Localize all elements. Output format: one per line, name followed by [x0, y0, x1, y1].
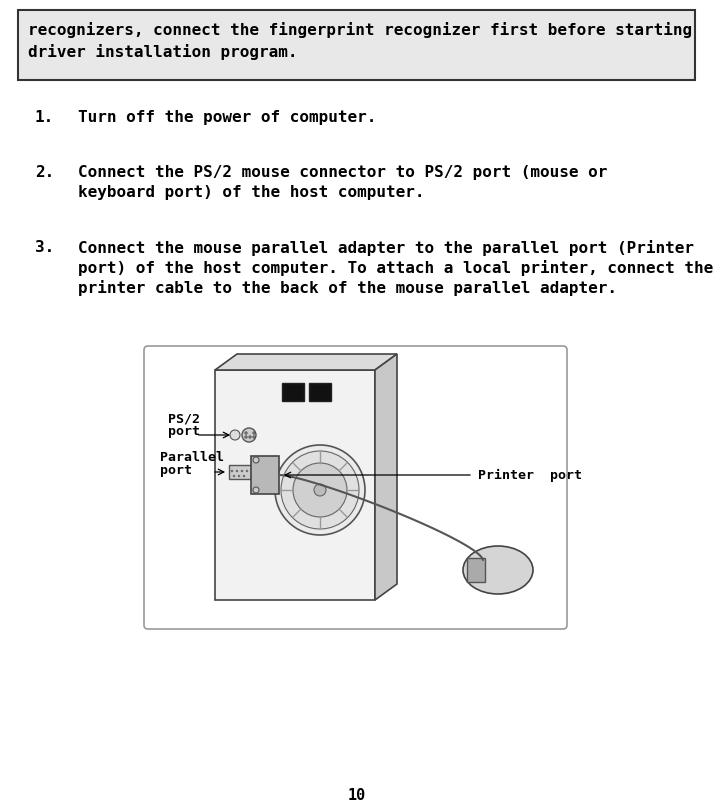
FancyBboxPatch shape	[18, 10, 695, 80]
FancyBboxPatch shape	[229, 465, 251, 479]
Circle shape	[275, 445, 365, 535]
Circle shape	[243, 475, 245, 477]
Text: recognizers, connect the fingerprint recognizer first before starting: recognizers, connect the fingerprint rec…	[28, 22, 692, 38]
Circle shape	[230, 430, 240, 440]
Circle shape	[253, 432, 255, 434]
Text: 10: 10	[347, 787, 366, 803]
Text: 1.: 1.	[35, 110, 54, 125]
Polygon shape	[215, 354, 397, 370]
Text: 2.: 2.	[35, 165, 54, 180]
Circle shape	[249, 436, 251, 438]
Text: keyboard port) of the host computer.: keyboard port) of the host computer.	[78, 185, 424, 200]
Polygon shape	[375, 354, 397, 600]
Circle shape	[231, 470, 233, 472]
Circle shape	[238, 475, 240, 477]
Text: Connect the mouse parallel adapter to the parallel port (Printer: Connect the mouse parallel adapter to th…	[78, 240, 694, 256]
Text: port: port	[168, 425, 200, 438]
FancyBboxPatch shape	[467, 558, 485, 582]
FancyBboxPatch shape	[215, 370, 375, 600]
Circle shape	[233, 475, 235, 477]
FancyBboxPatch shape	[251, 456, 279, 494]
Text: Turn off the power of computer.: Turn off the power of computer.	[78, 110, 376, 125]
Circle shape	[314, 484, 326, 496]
Circle shape	[253, 457, 259, 463]
FancyBboxPatch shape	[309, 383, 331, 401]
Circle shape	[293, 463, 347, 517]
Text: 3.: 3.	[35, 240, 54, 255]
Ellipse shape	[463, 546, 533, 594]
FancyBboxPatch shape	[144, 346, 567, 629]
Text: Connect the PS/2 mouse connector to PS/2 port (mouse or: Connect the PS/2 mouse connector to PS/2…	[78, 165, 607, 180]
Text: PS/2: PS/2	[168, 412, 200, 425]
Text: port) of the host computer. To attach a local printer, connect the: port) of the host computer. To attach a …	[78, 260, 713, 276]
Text: Parallel: Parallel	[160, 451, 224, 464]
Text: port: port	[160, 464, 192, 477]
Circle shape	[245, 436, 247, 438]
Circle shape	[281, 451, 359, 529]
Text: Printer  port: Printer port	[478, 468, 582, 481]
Circle shape	[245, 432, 247, 434]
Circle shape	[246, 470, 248, 472]
Circle shape	[253, 436, 255, 438]
Circle shape	[253, 487, 259, 493]
FancyBboxPatch shape	[282, 383, 304, 401]
Text: driver installation program.: driver installation program.	[28, 44, 297, 60]
Circle shape	[241, 470, 243, 472]
Text: printer cable to the back of the mouse parallel adapter.: printer cable to the back of the mouse p…	[78, 280, 617, 296]
Circle shape	[242, 428, 256, 442]
Circle shape	[236, 470, 238, 472]
